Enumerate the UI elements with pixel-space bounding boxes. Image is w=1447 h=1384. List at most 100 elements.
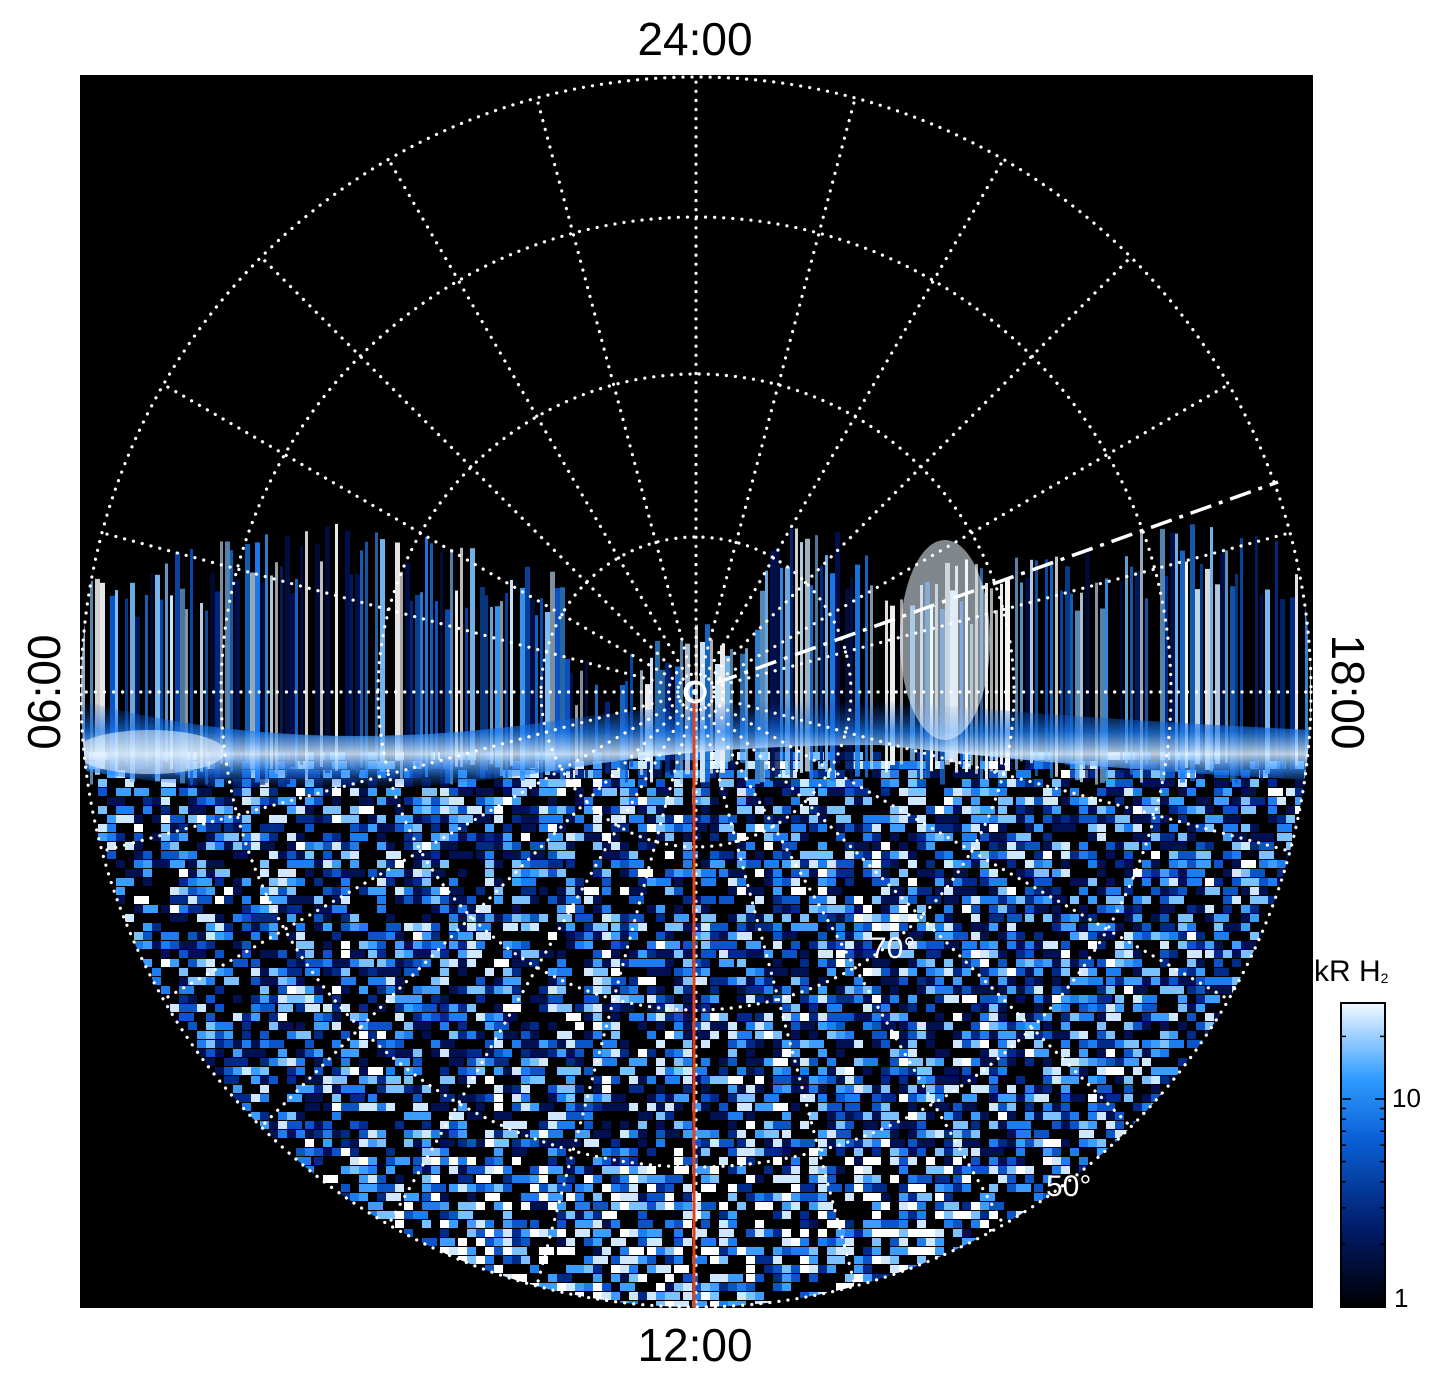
emission-cell <box>944 797 953 805</box>
emission-cell <box>485 1139 494 1147</box>
emission-cell <box>1232 959 1241 967</box>
emission-cell <box>755 851 764 859</box>
emission-cell <box>1277 797 1286 805</box>
emission-cell <box>737 1166 746 1174</box>
emission-cell <box>764 1031 773 1039</box>
emission-cell <box>728 1058 737 1066</box>
emission-cell <box>287 887 296 895</box>
emission-cell <box>431 860 446 868</box>
emission-cell <box>917 1238 926 1246</box>
emission-cell <box>1034 977 1043 985</box>
emission-cell <box>863 1157 872 1165</box>
emission-cell <box>395 959 404 967</box>
emission-cell <box>620 959 629 967</box>
emission-streak <box>845 588 850 771</box>
emission-cell <box>1241 869 1256 877</box>
emission-cell <box>1106 1031 1115 1039</box>
emission-cell <box>791 977 806 985</box>
emission-cell <box>980 932 989 940</box>
emission-cell <box>332 1094 341 1102</box>
emission-cell <box>242 1022 251 1030</box>
emission-cell <box>485 860 494 868</box>
emission-cell <box>1061 1004 1070 1012</box>
emission-cell <box>503 968 512 976</box>
emission-cell <box>773 896 788 904</box>
emission-cell <box>764 1139 773 1147</box>
emission-cell <box>818 1103 827 1111</box>
emission-cell <box>422 896 431 904</box>
emission-cell <box>917 1229 932 1237</box>
emission-cell <box>656 1067 665 1075</box>
emission-cell <box>233 878 242 886</box>
emission-cell <box>503 1247 518 1255</box>
emission-cell <box>1061 842 1070 850</box>
emission-cell <box>557 1121 572 1129</box>
emission-cell <box>701 1013 716 1021</box>
emission-cell <box>1106 968 1121 976</box>
emission-cell <box>305 806 314 814</box>
emission-cell <box>1016 1148 1025 1156</box>
emission-cell <box>440 959 449 967</box>
emission-cell <box>548 788 557 796</box>
emission-cell <box>746 968 755 976</box>
emission-cell <box>836 950 851 958</box>
emission-cell <box>890 1229 905 1237</box>
emission-cell <box>1034 986 1043 994</box>
emission-cell <box>611 1148 620 1156</box>
emission-cell <box>899 1076 908 1084</box>
emission-cell <box>962 887 977 895</box>
emission-cell <box>431 1103 440 1111</box>
emission-cell <box>944 932 959 940</box>
emission-cell <box>845 986 860 994</box>
emission-cell <box>1133 914 1142 922</box>
emission-cell <box>647 968 656 976</box>
emission-cell <box>413 1022 422 1030</box>
emission-cell <box>494 1058 509 1066</box>
emission-cell <box>809 923 818 931</box>
emission-cell <box>809 815 818 823</box>
emission-streak <box>765 570 768 770</box>
emission-cell <box>764 1094 779 1102</box>
emission-cell <box>773 1283 782 1291</box>
emission-cell <box>656 1139 665 1147</box>
emission-cell <box>134 788 149 796</box>
emission-cell <box>557 1184 572 1192</box>
emission-cell <box>251 1004 266 1012</box>
emission-cell <box>359 1058 368 1066</box>
emission-cell <box>575 887 590 895</box>
emission-cell <box>1178 968 1187 976</box>
emission-cell <box>134 824 143 832</box>
emission-cell <box>323 1148 338 1156</box>
emission-cell <box>1151 1085 1160 1093</box>
emission-cell <box>1016 1139 1031 1147</box>
emission-cell <box>791 905 800 913</box>
emission-cell <box>1142 770 1151 778</box>
emission-cell <box>557 896 572 904</box>
emission-cell <box>809 1265 824 1273</box>
emission-cell <box>989 842 998 850</box>
emission-cell <box>1142 923 1151 931</box>
emission-cell <box>530 950 539 958</box>
emission-cell <box>269 878 284 886</box>
emission-cell <box>1115 788 1124 796</box>
emission-cell <box>440 1247 449 1255</box>
emission-cell <box>1286 815 1295 823</box>
emission-cell <box>368 1031 377 1039</box>
emission-cell <box>719 815 728 823</box>
emission-cell <box>953 923 962 931</box>
emission-cell <box>773 932 782 940</box>
emission-cell <box>989 1031 998 1039</box>
emission-cell <box>314 1157 323 1165</box>
emission-cell <box>917 1184 926 1192</box>
emission-cell <box>935 1238 944 1246</box>
emission-cell <box>1052 1031 1067 1039</box>
emission-cell <box>521 851 530 859</box>
emission-cell <box>656 914 665 922</box>
emission-cell <box>710 1031 719 1039</box>
emission-cell <box>773 1085 782 1093</box>
emission-cell <box>827 941 836 949</box>
emission-cell <box>503 1184 512 1192</box>
emission-cell <box>881 842 890 850</box>
emission-cell <box>422 878 431 886</box>
emission-cell <box>566 932 575 940</box>
